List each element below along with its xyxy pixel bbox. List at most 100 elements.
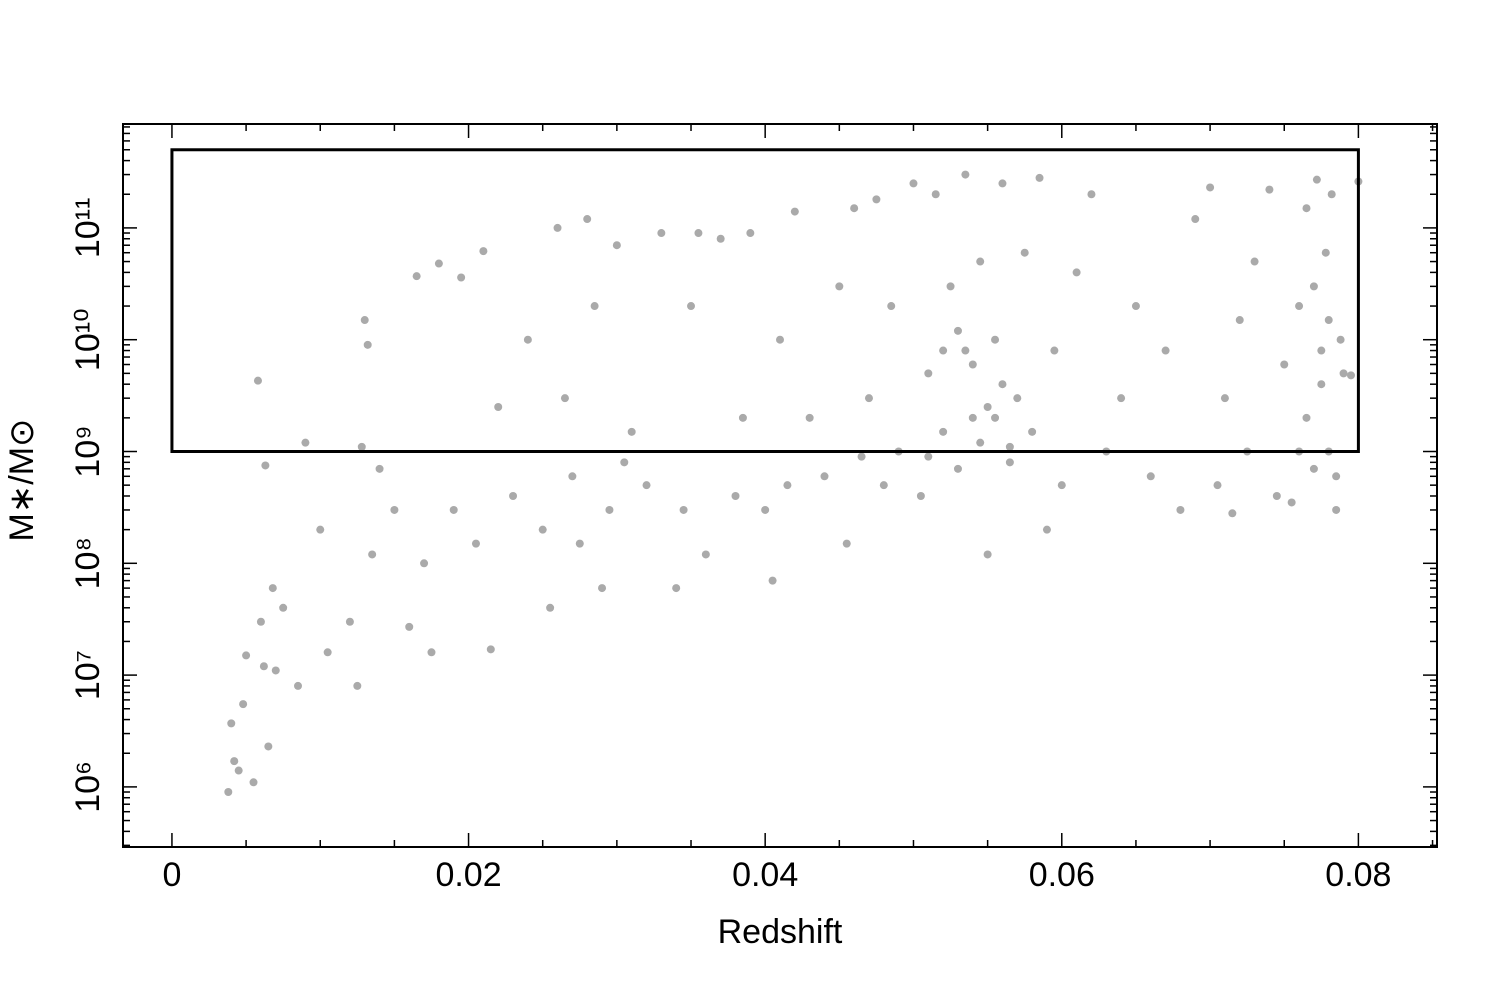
point xyxy=(939,346,948,355)
point xyxy=(1020,248,1029,257)
point xyxy=(1050,346,1059,355)
point xyxy=(768,576,777,585)
point xyxy=(224,788,233,797)
point xyxy=(976,257,985,266)
point xyxy=(842,539,851,548)
point xyxy=(1131,302,1140,311)
point xyxy=(1336,335,1345,344)
y-axis-label: M∗/M⊙ xyxy=(3,418,41,541)
point xyxy=(360,316,369,325)
x-tick-label: 0.08 xyxy=(1325,856,1391,894)
point xyxy=(538,525,547,534)
point xyxy=(1317,346,1326,355)
point xyxy=(1213,481,1222,490)
point xyxy=(1287,498,1296,507)
point xyxy=(1250,257,1259,266)
point xyxy=(420,559,429,568)
point xyxy=(1087,190,1096,199)
point xyxy=(227,719,236,728)
point xyxy=(939,427,948,436)
point xyxy=(998,179,1007,188)
plot-frame xyxy=(122,123,1438,848)
point xyxy=(1339,369,1348,378)
point xyxy=(1265,185,1274,194)
y-tick-label: 10⁷ xyxy=(69,650,107,700)
point xyxy=(679,505,688,514)
point xyxy=(872,195,881,204)
point xyxy=(968,360,977,369)
point xyxy=(961,170,970,179)
point xyxy=(761,505,770,514)
point xyxy=(1332,472,1341,481)
point xyxy=(776,335,784,344)
x-tick-label: 0.06 xyxy=(1029,856,1095,894)
point xyxy=(1005,458,1014,467)
point xyxy=(259,662,268,671)
point xyxy=(553,223,562,232)
point xyxy=(805,413,814,422)
y-tick-label: 10⁶ xyxy=(69,761,107,813)
point xyxy=(1309,464,1318,473)
point xyxy=(357,442,366,451)
point xyxy=(375,464,384,473)
point xyxy=(1272,491,1281,500)
point xyxy=(264,742,273,751)
point xyxy=(1117,394,1126,403)
point xyxy=(790,207,799,216)
point xyxy=(1146,472,1155,481)
point xyxy=(1161,346,1170,355)
point xyxy=(390,505,399,514)
selection-box xyxy=(170,148,1360,454)
y-tick-label: 10¹¹ xyxy=(69,198,107,258)
point xyxy=(1309,282,1318,291)
point xyxy=(642,481,651,490)
point xyxy=(323,648,332,657)
point xyxy=(909,179,918,188)
point xyxy=(494,403,503,412)
point xyxy=(1327,190,1336,199)
point xyxy=(1191,215,1200,224)
point xyxy=(1312,175,1321,184)
point xyxy=(479,247,488,256)
point xyxy=(1005,442,1014,451)
point xyxy=(239,700,248,709)
point xyxy=(1280,360,1289,369)
point xyxy=(931,190,940,199)
point xyxy=(1228,509,1237,518)
point xyxy=(568,472,577,481)
point xyxy=(946,282,955,291)
point xyxy=(983,550,992,559)
point xyxy=(434,259,443,268)
point xyxy=(968,413,977,422)
point xyxy=(983,403,992,412)
point xyxy=(486,645,495,654)
point xyxy=(694,229,703,238)
point xyxy=(820,472,829,481)
point xyxy=(916,491,925,500)
point xyxy=(271,666,280,675)
point xyxy=(583,215,592,224)
point xyxy=(857,452,866,461)
point xyxy=(560,394,569,403)
point xyxy=(864,394,873,403)
point xyxy=(242,651,251,660)
point xyxy=(991,413,1000,422)
point xyxy=(953,326,962,335)
point xyxy=(924,369,933,378)
point xyxy=(1206,183,1215,192)
point xyxy=(701,550,710,559)
point xyxy=(1321,248,1330,257)
x-tick-label: 0 xyxy=(162,856,181,894)
point xyxy=(412,272,421,281)
point xyxy=(575,539,584,548)
point xyxy=(1072,268,1081,277)
point xyxy=(605,505,614,514)
point xyxy=(1346,371,1355,380)
point xyxy=(1013,394,1022,403)
point xyxy=(261,461,270,470)
point xyxy=(230,757,239,766)
point xyxy=(256,617,265,626)
point xyxy=(1042,525,1051,534)
point xyxy=(738,413,747,422)
point xyxy=(234,766,243,775)
